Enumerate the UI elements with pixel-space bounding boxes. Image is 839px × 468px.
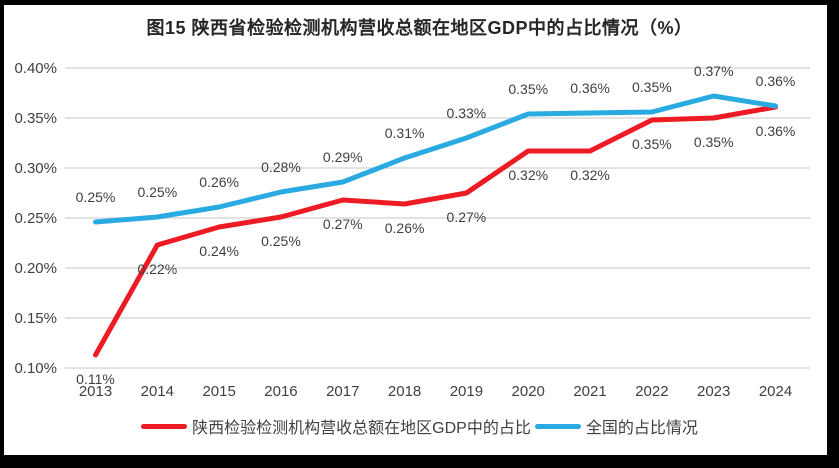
y-tick-label: 0.25% bbox=[14, 210, 57, 227]
legend-item-national: 全国的占比情况 bbox=[534, 414, 698, 438]
data-label: 0.24% bbox=[199, 243, 239, 259]
data-label: 0.36% bbox=[570, 80, 610, 96]
data-label: 0.25% bbox=[137, 184, 177, 200]
x-tick-label: 2014 bbox=[141, 383, 174, 400]
series-line-national bbox=[93, 93, 778, 225]
y-tick-label: 0.40% bbox=[14, 60, 57, 77]
x-tick-label: 2024 bbox=[759, 383, 792, 400]
y-tick-label: 0.15% bbox=[14, 310, 57, 327]
legend-line-blue-icon bbox=[534, 423, 581, 429]
data-label: 0.35% bbox=[694, 134, 734, 150]
x-tick-label: 2015 bbox=[202, 383, 235, 400]
data-label: 0.11% bbox=[76, 371, 115, 387]
x-tick-label: 2022 bbox=[635, 383, 668, 400]
legend-label-national: 全国的占比情况 bbox=[585, 420, 698, 437]
data-label: 0.25% bbox=[76, 189, 116, 205]
x-tick-label: 2017 bbox=[326, 383, 359, 400]
data-label: 0.37% bbox=[694, 63, 734, 79]
data-label: 0.26% bbox=[199, 174, 239, 190]
x-tick-label: 2013 bbox=[79, 383, 112, 400]
data-label: 0.32% bbox=[570, 167, 610, 183]
x-tick-label: 2020 bbox=[512, 383, 545, 400]
x-tick-label: 2021 bbox=[573, 383, 606, 400]
data-label: 0.31% bbox=[385, 125, 425, 141]
data-label: 0.26% bbox=[385, 220, 425, 236]
data-label: 0.25% bbox=[261, 233, 301, 249]
x-tick-label: 2019 bbox=[450, 383, 483, 400]
chart-title: 图15 陕西省检验检测机构营收总额在地区GDP中的占比情况（%） bbox=[146, 18, 693, 38]
x-tick-label: 2016 bbox=[264, 383, 297, 400]
data-label: 0.36% bbox=[756, 73, 796, 89]
data-label: 0.27% bbox=[447, 209, 487, 225]
data-label: 0.22% bbox=[137, 261, 177, 277]
legend-item-shaanxi: 陕西检验检测机构营收总额在地区GDP中的占比 bbox=[141, 414, 531, 438]
legend-label-shaanxi: 陕西检验检测机构营收总额在地区GDP中的占比 bbox=[192, 420, 531, 437]
data-label: 0.35% bbox=[508, 81, 548, 97]
data-label: 0.32% bbox=[508, 167, 548, 183]
chart-background bbox=[4, 5, 827, 455]
y-tick-label: 0.30% bbox=[14, 160, 57, 177]
x-tick-label: 2023 bbox=[697, 383, 730, 400]
legend-line-red-icon bbox=[141, 423, 188, 429]
x-tick-label: 2018 bbox=[388, 383, 421, 400]
y-tick-label: 0.35% bbox=[14, 110, 57, 127]
data-label: 0.35% bbox=[632, 136, 672, 152]
data-label: 0.27% bbox=[323, 216, 363, 232]
legend: 陕西检验检测机构营收总额在地区GDP中的占比 全国的占比情况 bbox=[0, 414, 839, 438]
data-label: 0.29% bbox=[323, 149, 363, 165]
data-label: 0.33% bbox=[447, 105, 487, 121]
series-line-shaanxi bbox=[93, 104, 778, 358]
data-label: 0.36% bbox=[756, 123, 796, 139]
data-label: 0.28% bbox=[261, 159, 301, 175]
y-tick-label: 0.20% bbox=[14, 260, 57, 277]
y-tick-label: 0.10% bbox=[14, 360, 57, 377]
data-label: 0.35% bbox=[632, 79, 672, 95]
